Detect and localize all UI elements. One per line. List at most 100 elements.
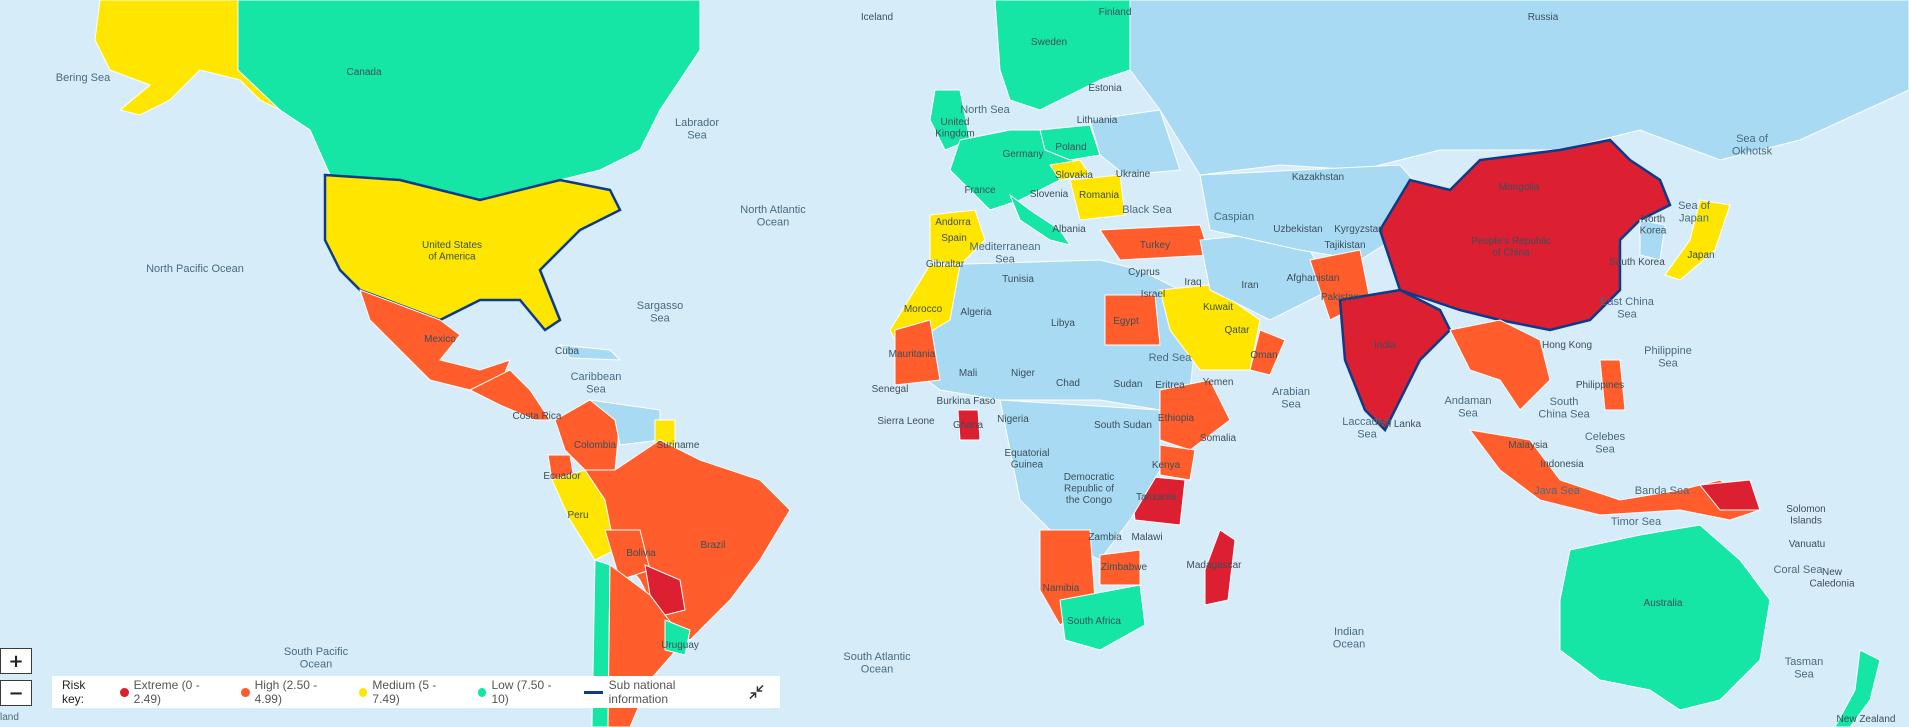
label-labrador-sea: Labrador Sea [675,117,719,142]
corner-map-label: land [0,712,19,723]
legend-label-extreme: Extreme (0 - 2.49) [133,678,200,706]
label-new-caledonia: New Caledonia [1809,567,1854,590]
legend-label-low: Low (7.50 - 10) [491,678,552,706]
label-malaysia: Malaysia [1508,440,1548,451]
label-bering-sea: Bering Sea [56,72,111,84]
romania [1069,174,1126,221]
slovakia [1049,159,1091,181]
label-poland: Poland [1055,142,1086,153]
canada [237,0,701,201]
label-nigeria: Nigeria [997,414,1029,425]
label-sweden: Sweden [1031,37,1067,48]
legend-label-high: High (2.50 - 4.99) [254,678,318,706]
high-dot-icon [241,687,250,697]
label-north-atlantic: North Atlantic Ocean [740,204,806,229]
zoom-in-button[interactable]: + [0,648,32,674]
label-tasman-sea: Tasman Sea [1785,656,1824,681]
label-south-atlantic: South Atlantic Ocean [843,651,911,676]
label-india: India [1374,340,1396,351]
label-israel: Israel [1141,289,1165,300]
label-kyrgyzstan: Kyrgyzstan [1334,224,1383,235]
label-namibia: Namibia [1043,583,1080,594]
legend-title: Risk key: [62,678,86,706]
label-indonesia: Indonesia [1540,459,1584,470]
label-red-sea: Red Sea [1149,352,1193,364]
label-laccadive-sea: Laccadive Sea [1342,416,1392,441]
papua-new-guinea [1699,479,1761,511]
label-suriname: Suriname [657,440,700,451]
label-north-pacific: North Pacific Ocean [146,263,244,275]
label-java-sea: Java Sea [1534,485,1581,497]
label-mongolia: Mongolia [1499,182,1540,193]
label-south-sudan: South Sudan [1094,420,1152,431]
label-arabian-sea: Arabian Sea [1272,386,1310,411]
label-new-zealand: New Zealand [1837,714,1896,725]
label-coral-sea: Coral Sea [1774,564,1824,576]
india [1338,288,1452,433]
low-dot-icon [477,687,487,697]
egypt [1104,294,1161,346]
madagascar [1204,529,1236,606]
label-australia: Australia [1644,598,1683,609]
label-morocco: Morocco [904,304,943,315]
label-zambia: Zambia [1088,532,1122,543]
label-south-pacific: South Pacific Ocean [284,646,349,671]
label-iceland: Iceland [861,12,893,23]
label-black-sea: Black Sea [1122,204,1172,216]
label-sudan: Sudan [1114,379,1143,390]
label-philippines: Philippines [1576,380,1624,391]
label-ecuador: Ecuador [543,471,581,482]
label-sri-lanka: Sri Lanka [1379,419,1422,430]
label-zimbabwe: Zimbabwe [1101,562,1148,573]
label-romania: Romania [1079,190,1119,201]
label-north-sea: North Sea [960,104,1010,116]
label-equatorial-guinea: Equatorial Guinea [1004,448,1049,471]
mexico [359,289,511,391]
label-banda-sea: Banda Sea [1635,485,1690,497]
uruguay [664,619,691,656]
label-usa: United States of America [422,240,482,263]
label-tanzania: Tanzania [1136,492,1176,503]
label-cyprus: Cyprus [1128,267,1160,278]
label-hong-kong: Hong Kong [1542,340,1592,351]
legend-item-extreme: Extreme (0 - 2.49) [120,678,225,706]
label-canada: Canada [346,67,381,78]
new-zealand [1834,649,1881,727]
central-america [468,369,551,421]
label-kazakhstan: Kazakhstan [1292,172,1344,183]
ghana [957,409,981,441]
medium-dot-icon [358,687,368,697]
label-lithuania: Lithuania [1077,115,1118,126]
label-south-china-sea: South China Sea [1538,396,1590,421]
label-sargasso-sea: Sargasso Sea [637,300,683,325]
ukraine-belarus [1089,109,1181,176]
oman [1249,329,1286,376]
label-bolivia: Bolivia [626,548,656,559]
label-caribbean-sea: Caribbean Sea [571,371,622,396]
venezuela [588,399,661,446]
uk [929,89,971,151]
korea [1639,219,1666,261]
label-drc: Democratic Republic of the Congo [1064,472,1115,506]
zoom-out-button[interactable]: − [0,680,32,706]
label-libya: Libya [1051,318,1075,329]
label-indian-ocean: Indian Ocean [1333,626,1365,651]
legend-item-medium: Medium (5 - 7.49) [358,678,462,706]
label-timor-sea: Timor Sea [1611,516,1662,528]
label-kenya: Kenya [1152,460,1181,471]
philippines [1599,359,1626,411]
label-philippine-sea: Philippine Sea [1644,345,1692,370]
label-finland: Finland [1099,7,1132,18]
label-east-china-sea: East China Sea [1600,296,1655,321]
label-uruguay: Uruguay [661,640,699,651]
label-pakistan: Pakistan [1321,292,1359,303]
label-russia: Russia [1528,12,1559,23]
label-iran: Iran [1241,280,1258,291]
collapse-arrows-icon[interactable] [747,682,766,702]
label-sierra-leone: Sierra Leone [877,416,935,427]
australia [1559,524,1771,711]
label-uzbekistan: Uzbekistan [1273,224,1322,235]
label-tunisia: Tunisia [1002,274,1034,285]
label-germany: Germany [1002,149,1043,160]
